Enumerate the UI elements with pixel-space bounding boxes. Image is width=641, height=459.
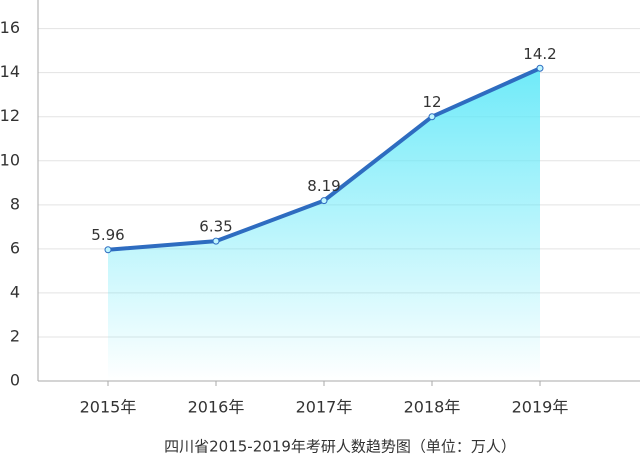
area bbox=[108, 68, 540, 382]
point bbox=[536, 64, 544, 72]
y-tick-label: 8 bbox=[10, 194, 20, 213]
x-tick-label: 2018年 bbox=[404, 398, 461, 417]
x-tick-label: 2019年 bbox=[512, 398, 569, 417]
point bbox=[320, 197, 328, 205]
chart-caption: 四川省2015-2019年考研人数趋势图（单位：万人） bbox=[164, 438, 516, 456]
y-tick-label: 12 bbox=[0, 106, 20, 125]
y-tick-label: 16 bbox=[0, 18, 20, 37]
x-tick-label: 2015年 bbox=[80, 398, 137, 417]
y-tick-label: 2 bbox=[10, 326, 20, 345]
y-tick-label: 14 bbox=[0, 62, 20, 81]
x-tick-label: 2016年 bbox=[188, 398, 245, 417]
point bbox=[212, 237, 220, 245]
y-tick-label: 0 bbox=[10, 371, 20, 390]
y-tick-label: 6 bbox=[10, 238, 20, 257]
value-label: 5.96 bbox=[91, 226, 124, 244]
point bbox=[428, 113, 436, 121]
x-tick-label: 2017年 bbox=[296, 398, 353, 417]
value-label: 14.2 bbox=[523, 45, 556, 63]
point bbox=[104, 246, 112, 254]
y-tick-label: 4 bbox=[10, 282, 20, 301]
value-label: 12 bbox=[422, 93, 441, 111]
value-label: 6.35 bbox=[199, 218, 232, 236]
value-label: 8.19 bbox=[307, 177, 340, 195]
y-tick-label: 10 bbox=[0, 150, 20, 169]
